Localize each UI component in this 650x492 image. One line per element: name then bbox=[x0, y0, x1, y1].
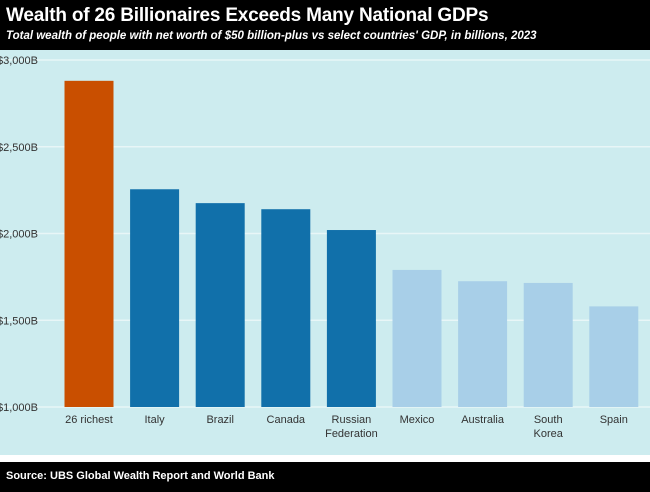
bar bbox=[261, 209, 311, 407]
source-note: Source: UBS Global Wealth Report and Wor… bbox=[6, 470, 275, 482]
y-tick-label: $1,000B bbox=[0, 402, 38, 414]
chart-header: Wealth of 26 Billionaires Exceeds Many N… bbox=[0, 0, 650, 50]
y-tick-label: $1,500B bbox=[0, 315, 38, 327]
x-tick-label: Federation bbox=[325, 428, 378, 440]
chart-subtitle: Total wealth of people with net worth of… bbox=[6, 30, 537, 42]
x-tick-label: Canada bbox=[267, 414, 306, 426]
y-tick-label: $2,500B bbox=[0, 142, 38, 154]
bar bbox=[130, 189, 180, 407]
chart-title: Wealth of 26 Billionaires Exceeds Many N… bbox=[6, 5, 489, 26]
bar bbox=[523, 282, 573, 407]
bar-chart: $1,000B $1,500B $2,000B $2,500B $3,000B 26 ri… bbox=[0, 55, 650, 440]
x-tick-label: Italy bbox=[145, 414, 166, 426]
x-tick-label: Australia bbox=[461, 414, 505, 426]
bar bbox=[392, 269, 442, 407]
y-tick-label: $2,000B bbox=[0, 229, 38, 241]
x-tick-label: Brazil bbox=[206, 414, 234, 426]
x-tick-label: Korea bbox=[534, 428, 564, 440]
chart-footer: Source: UBS Global Wealth Report and Wor… bbox=[0, 462, 650, 492]
x-tick-label: Russian bbox=[332, 414, 372, 426]
bar bbox=[458, 281, 508, 407]
x-tick-label: South bbox=[534, 414, 563, 426]
x-tick-label: Spain bbox=[600, 414, 628, 426]
bar bbox=[195, 203, 245, 407]
x-tick-label: Mexico bbox=[400, 414, 435, 426]
y-tick-label: $3,000B bbox=[0, 55, 38, 67]
bar bbox=[326, 230, 376, 407]
bar bbox=[64, 80, 114, 407]
x-tick-label: 26 richest bbox=[65, 414, 113, 426]
bar bbox=[589, 306, 639, 407]
